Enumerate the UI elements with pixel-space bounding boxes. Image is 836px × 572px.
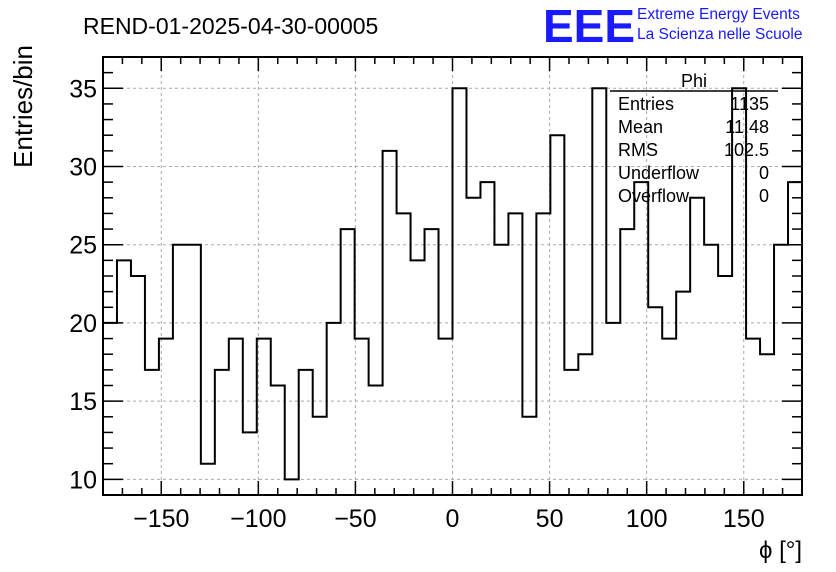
x-tick-label-6: 150 <box>723 505 765 533</box>
x-tick-label-0: −150 <box>133 505 189 533</box>
x-tick-label-1: −100 <box>230 505 286 533</box>
y-tick-label-0: 10 <box>69 466 97 494</box>
stats-value-overflow: 0 <box>759 186 769 206</box>
stats-value-entries: 1135 <box>730 94 769 114</box>
histogram-series <box>103 87 802 481</box>
stats-value-underflow: 0 <box>759 163 769 183</box>
eee-logo: EEE Extreme Energy Events La Scienza nel… <box>543 0 802 52</box>
stats-value-mean: 11.48 <box>725 117 769 137</box>
x-tick-label-5: 100 <box>626 505 668 533</box>
y-axis-label: Entries/bin <box>8 45 38 168</box>
stats-box: Phi Entries 1135 Mean 11.48 RMS 102.5 Un… <box>610 71 778 206</box>
x-axis-label: ϕ [°] <box>759 537 802 564</box>
y-tick-label-2: 20 <box>69 310 97 338</box>
logo-line-2: La Scienza nelle Scuole <box>637 26 802 43</box>
x-tick-label-4: 50 <box>536 505 564 533</box>
histogram-outline <box>103 87 802 481</box>
y-tick-label-4: 30 <box>69 154 97 182</box>
stats-value-rms: 102.5 <box>724 140 769 160</box>
stats-label-underflow: Underflow <box>618 163 700 183</box>
x-tick-label-2: −50 <box>334 505 376 533</box>
stats-label-rms: RMS <box>618 140 658 160</box>
x-tick-label-3: 0 <box>446 505 460 533</box>
y-tick-label-1: 15 <box>69 388 97 416</box>
stats-label-mean: Mean <box>618 117 663 137</box>
stats-box-title: Phi <box>681 71 707 91</box>
axes <box>102 56 803 496</box>
logo-line-1: Extreme Energy Events <box>637 6 800 23</box>
run-title: REND-01-2025-04-30-00005 <box>83 13 378 39</box>
y-tick-label-3: 25 <box>69 232 97 260</box>
tick-labels: −150 −100 −50 0 50 100 150 10 15 20 25 30 35 <box>69 75 764 533</box>
stats-label-entries: Entries <box>618 94 674 114</box>
stats-label-overflow: Overflow <box>618 186 690 206</box>
eee-logo-mark: EEE <box>543 0 635 52</box>
y-tick-label-5: 35 <box>69 75 97 103</box>
